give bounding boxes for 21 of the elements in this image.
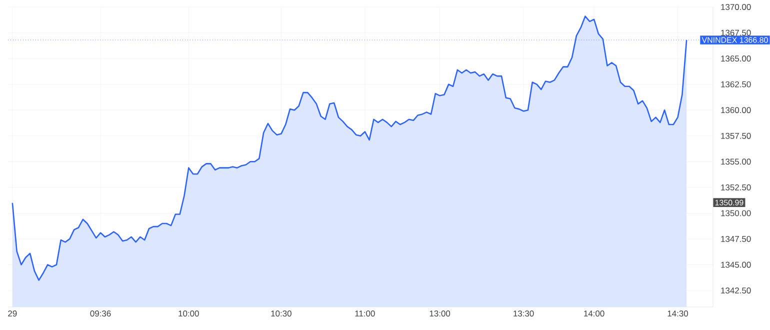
x-tick-label: 13:30 xyxy=(514,310,534,317)
y-tick-label: 1352.50 xyxy=(721,184,751,190)
y-tick-label: 1345.00 xyxy=(721,262,751,268)
y-tick-label: 1360.00 xyxy=(721,107,751,114)
x-tick-label: 11:00 xyxy=(355,310,375,317)
x-tick-label: 13:00 xyxy=(430,310,450,317)
y-tick-label: 1367.50 xyxy=(721,30,751,36)
x-tick-label: 09:36 xyxy=(90,310,111,317)
x-tick-label: 14:30 xyxy=(668,310,688,317)
y-tick-label: 1365.00 xyxy=(721,56,751,62)
x-tick-label: 29 xyxy=(8,310,17,317)
y-tick-label: 1342.50 xyxy=(721,288,751,294)
y-tick-label: 1347.50 xyxy=(721,236,751,242)
y-tick-label: 1357.50 xyxy=(721,132,751,139)
x-tick-label: 10:00 xyxy=(178,310,199,317)
y-tick-label: 1350.00 xyxy=(721,210,751,216)
y-tick-label: 1370.00 xyxy=(721,4,751,10)
x-tick-label: 10:30 xyxy=(271,310,292,317)
y-tick-label: 1362.50 xyxy=(721,81,751,88)
y-tick-label: 1355.00 xyxy=(721,158,751,165)
x-tick-label: 14:00 xyxy=(584,310,604,317)
